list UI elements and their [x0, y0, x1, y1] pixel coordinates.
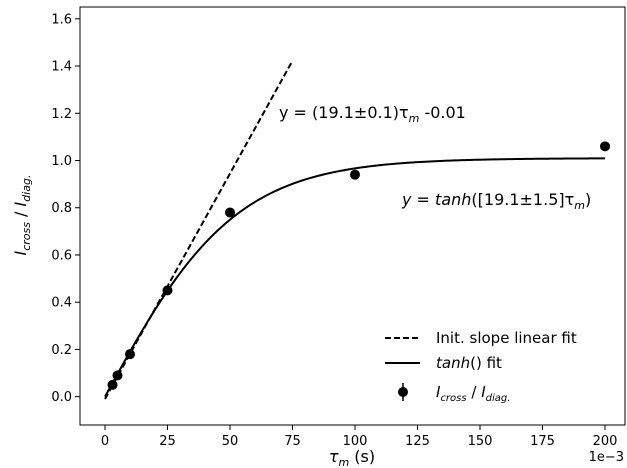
y-tick-label: 1.4 — [51, 60, 72, 75]
data-point — [112, 370, 123, 381]
legend: Init. slope linear fit tanh() fit Icross… — [385, 329, 577, 404]
y-tick-label: 1.2 — [51, 107, 72, 122]
x-tick-label: 175 — [530, 434, 555, 449]
y-tick-label: 1.6 — [51, 12, 72, 27]
data-point — [600, 141, 610, 152]
x-tick-label: 125 — [405, 434, 430, 449]
data-point — [162, 285, 173, 296]
x-tick-label: 50 — [222, 434, 239, 449]
legend-tanh-label: tanh() fit — [436, 354, 502, 372]
y-tick-label: 1.0 — [51, 154, 72, 169]
tanh-fit-line — [104, 157, 606, 398]
x-tick-label: 75 — [284, 434, 301, 449]
y-axis-label: Icross / Idiag. — [11, 174, 33, 255]
x-tick-label: 100 — [343, 434, 368, 449]
legend-points-label: Icross / Idiag. — [436, 383, 510, 404]
y-tick-label: 0.0 — [51, 390, 72, 405]
x-axis-offset-label: 1e−3 — [589, 450, 624, 465]
x-tick-label: 0 — [101, 434, 109, 449]
legend-linear-label: Init. slope linear fit — [436, 329, 577, 347]
x-axis-label: τm (s) — [329, 447, 375, 468]
data-points — [107, 141, 610, 390]
x-tick-label: 150 — [468, 434, 493, 449]
plot-area — [79, 6, 626, 426]
y-tick-label: 0.4 — [51, 296, 72, 311]
x-tick-label: 200 — [593, 434, 618, 449]
y-tick-label: 0.2 — [51, 343, 72, 358]
data-point — [125, 349, 135, 360]
data-point — [107, 379, 118, 390]
linear-fit-annotation: y = (19.1±0.1)τm -0.01 — [279, 103, 466, 125]
tanh-fit-annotation: y = tanh([19.1±1.5]τm) — [401, 190, 591, 212]
y-tick-label: 0.6 — [51, 248, 72, 263]
y-axis-ticks: 0.0 0.2 0.4 0.6 0.8 1.0 1.2 1.4 1.6 — [51, 12, 80, 405]
data-point — [350, 169, 360, 180]
x-tick-label: 25 — [159, 434, 176, 449]
data-point — [225, 207, 235, 218]
legend-points-marker — [398, 387, 408, 397]
x-axis-ticks: 0 25 50 75 100 125 150 175 200 — [101, 425, 618, 449]
y-tick-label: 0.8 — [51, 201, 72, 216]
